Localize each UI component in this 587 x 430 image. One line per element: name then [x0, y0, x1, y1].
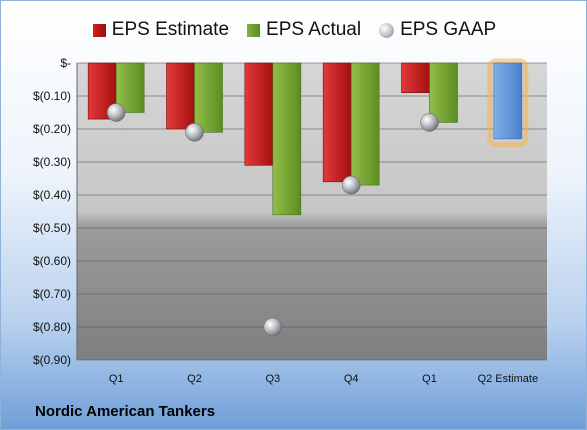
y-tick-label: $(0.40)	[33, 188, 71, 202]
marker-eps-gaap	[106, 103, 126, 122]
bar-eps-actual	[194, 62, 223, 133]
x-tick-label: Q4	[344, 373, 359, 385]
y-tick-label: $(0.10)	[33, 89, 71, 103]
x-tick-label: Q1	[422, 373, 437, 385]
marker-eps-gaap	[420, 113, 439, 132]
bar-eps-actual	[115, 62, 145, 113]
y-tick-label: $-	[60, 56, 71, 70]
plot-area	[77, 63, 547, 360]
y-tick-label: $(0.60)	[33, 254, 71, 268]
legend-item-eps-estimate: EPS Estimate	[92, 19, 230, 41]
company-name: Nordic American Tankers	[35, 403, 216, 420]
chart-legend: EPS Estimate EPS Actual EPS GAAP	[1, 17, 586, 43]
bar-eps-actual	[350, 62, 380, 186]
y-tick-label: $(0.50)	[33, 221, 71, 235]
bar-eps-actual	[429, 62, 458, 123]
legend-swatch-eps-estimate	[92, 23, 106, 37]
x-tick-label: Q1	[109, 373, 124, 385]
x-tick-label: Q3	[265, 373, 280, 385]
y-tick-label: $(0.90)	[33, 353, 71, 367]
bar-eps-estimate	[166, 62, 195, 130]
y-tick-label: $(0.80)	[33, 320, 71, 334]
bar-eps-estimate	[244, 62, 274, 166]
legend-label-eps-gaap: EPS GAAP	[400, 19, 497, 40]
legend-label-eps-actual: EPS Actual	[266, 19, 362, 40]
marker-eps-gaap	[263, 317, 283, 337]
y-tick-label: $(0.20)	[33, 122, 71, 136]
marker-eps-gaap	[341, 175, 361, 195]
x-tick-label: Q2 Estimate	[478, 373, 539, 385]
bar-eps-actual	[272, 62, 302, 216]
x-tick-label: Q2	[187, 373, 202, 385]
legend-swatch-eps-actual	[247, 23, 261, 37]
bar-eps-estimate	[322, 62, 352, 183]
legend-swatch-eps-gaap	[379, 22, 395, 38]
bar-eps-forecast	[493, 62, 523, 140]
bar-eps-estimate	[401, 62, 430, 94]
legend-item-eps-actual: EPS Actual	[247, 19, 361, 41]
y-tick-label: $(0.30)	[33, 155, 71, 169]
y-tick-label: $(0.70)	[33, 287, 71, 301]
marker-eps-gaap	[185, 123, 204, 142]
legend-label-eps-estimate: EPS Estimate	[111, 19, 230, 40]
forecast-glow	[487, 58, 529, 148]
legend-item-eps-gaap: EPS GAAP	[379, 19, 496, 41]
